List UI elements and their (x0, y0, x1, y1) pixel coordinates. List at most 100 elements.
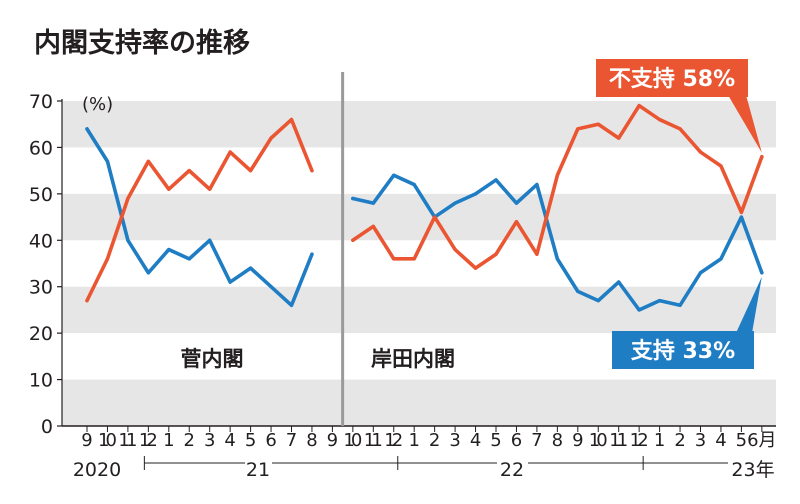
series-line-approve (85, 127, 314, 308)
data-point-approve (269, 285, 273, 289)
series-line-disapprove (85, 117, 314, 303)
data-point-approve (760, 271, 764, 275)
grid-band (62, 101, 776, 148)
callout-label-disapprove: 不支持 58% (609, 67, 735, 92)
data-point-disapprove (371, 224, 375, 228)
data-point-approve (392, 173, 396, 177)
data-point-disapprove (698, 150, 703, 154)
data-point-approve (105, 159, 110, 163)
data-point-approve (555, 257, 559, 261)
x-tick-label: 2 (184, 430, 195, 451)
x-tick-label: 4 (470, 430, 481, 451)
y-tick-label: 30 (29, 277, 53, 299)
y-tick-label: 0 (41, 416, 53, 438)
data-point-approve (228, 280, 232, 284)
data-point-disapprove (494, 252, 498, 256)
y-tick-label: 40 (29, 230, 53, 252)
data-point-disapprove (310, 169, 314, 173)
data-point-disapprove (453, 247, 457, 252)
data-point-approve (473, 192, 478, 196)
data-point-disapprove (412, 257, 416, 261)
x-tick-label: 1 (408, 430, 419, 451)
y-tick-label: 70 (29, 91, 53, 113)
data-point-approve (167, 247, 171, 252)
x-tick-label: 3 (449, 430, 460, 451)
data-point-disapprove (269, 136, 273, 140)
data-point-disapprove (187, 169, 191, 173)
data-point-disapprove (678, 127, 682, 131)
year-label: 23年 (731, 459, 774, 481)
x-tick-label: 11 (609, 430, 628, 451)
x-tick-label: 10 (589, 430, 608, 451)
data-point-disapprove (392, 257, 396, 261)
data-point-approve (208, 238, 212, 242)
data-point-disapprove (208, 187, 212, 191)
x-tick-label: 4 (224, 430, 235, 451)
data-point-disapprove (719, 164, 723, 168)
period-label-kishida: 岸田内閣 (371, 347, 455, 371)
y-tick-label: 60 (29, 137, 53, 159)
data-point-approve (310, 252, 314, 256)
data-point-disapprove (167, 187, 171, 191)
data-point-approve (494, 178, 498, 182)
data-point-approve (249, 266, 253, 270)
x-tick-label: 6 (265, 430, 276, 451)
y-tick-label: 20 (29, 323, 53, 345)
data-point-disapprove (85, 299, 89, 303)
data-point-approve (637, 308, 641, 312)
data-point-disapprove (289, 117, 294, 122)
callout-pointer-approve (736, 276, 762, 333)
data-point-approve (371, 201, 375, 205)
data-point-disapprove (351, 238, 355, 242)
data-point-approve (596, 299, 600, 303)
year-label: 22 (500, 459, 524, 481)
data-point-disapprove (535, 252, 539, 256)
x-tick-label: 9 (327, 430, 338, 451)
year-label: 21 (246, 459, 270, 481)
data-point-disapprove (760, 155, 764, 159)
data-point-approve (719, 257, 723, 261)
period-label-suga: 菅内閣 (181, 347, 244, 371)
x-tick-label: 6月 (747, 430, 776, 451)
x-tick-label: 12 (630, 430, 649, 451)
x-tick-label: 5 (736, 430, 747, 451)
x-tick-label: 5 (245, 430, 256, 451)
data-point-approve (514, 201, 519, 205)
series-lines (85, 103, 764, 312)
x-tick-label: 12 (384, 430, 403, 451)
x-tick-label: 9 (572, 430, 583, 451)
x-tick-label: 2 (674, 430, 685, 451)
data-point-approve (678, 303, 682, 307)
x-tick-label: 7 (531, 430, 542, 451)
grid-band (62, 379, 776, 426)
x-tick-label: 6 (511, 430, 522, 451)
data-point-disapprove (126, 196, 130, 201)
y-tick-label: 50 (29, 184, 53, 206)
data-point-approve (126, 238, 130, 242)
x-tick-label: 8 (552, 430, 563, 451)
x-tick-label: 2 (429, 430, 440, 451)
x-tick-label: 7 (286, 430, 297, 451)
data-point-disapprove (249, 169, 253, 173)
x-tick-label: 1 (654, 430, 665, 451)
data-point-disapprove (596, 122, 600, 126)
data-point-approve (658, 299, 662, 303)
data-point-approve (146, 271, 150, 275)
x-tick-label: 3 (204, 430, 215, 451)
y-tick-label: 10 (29, 370, 53, 392)
data-point-approve (698, 271, 703, 275)
x-tick-label: 11 (118, 430, 137, 451)
data-point-approve (453, 201, 457, 205)
y-unit-label: (%) (82, 94, 113, 115)
grid-bands (62, 101, 776, 426)
x-tick-label: 12 (139, 430, 158, 451)
x-tick-label: 4 (715, 430, 726, 451)
callout-box-approve (612, 331, 754, 369)
data-point-disapprove (473, 266, 478, 270)
x-tick-label: 11 (364, 430, 383, 451)
data-point-approve (617, 280, 621, 284)
data-point-disapprove (228, 150, 232, 154)
